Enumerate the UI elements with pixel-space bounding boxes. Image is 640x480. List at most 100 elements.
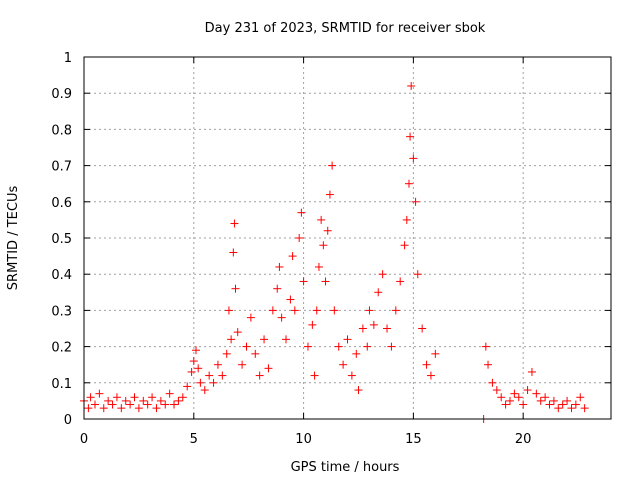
data-point xyxy=(358,324,367,333)
data-point xyxy=(339,360,348,369)
data-point xyxy=(571,400,580,409)
y-tick-label: 0.7 xyxy=(51,160,72,175)
data-point xyxy=(576,393,585,402)
data-point xyxy=(481,342,490,351)
data-point xyxy=(134,404,143,413)
data-point xyxy=(554,404,563,413)
data-point xyxy=(90,400,99,409)
y-tick-label: 0.1 xyxy=(51,377,72,392)
axis-ticks: 00.10.20.30.40.50.60.70.80.910 5 10 15 20 xyxy=(51,51,611,447)
data-point xyxy=(196,378,205,387)
data-point xyxy=(409,154,418,163)
data-point xyxy=(363,342,372,351)
y-tick-label: 0 xyxy=(64,413,72,428)
data-point xyxy=(418,324,427,333)
data-point xyxy=(431,349,440,358)
data-point xyxy=(334,342,343,351)
data-point xyxy=(268,306,277,315)
data-point xyxy=(233,328,242,337)
data-point xyxy=(84,404,93,413)
y-axis-label: SRMTID / TECUs xyxy=(6,186,21,291)
data-point xyxy=(290,306,299,315)
data-point xyxy=(108,400,117,409)
data-point xyxy=(352,349,361,358)
data-point xyxy=(404,179,413,188)
plot-frame xyxy=(83,56,612,420)
data-point xyxy=(378,270,387,279)
data-point xyxy=(527,367,536,376)
data-point xyxy=(264,364,273,373)
data-point xyxy=(121,396,130,405)
data-point xyxy=(230,219,239,228)
data-point xyxy=(222,349,231,358)
data-point xyxy=(303,342,312,351)
y-tick-label: 0.4 xyxy=(51,268,72,283)
data-point xyxy=(187,367,196,376)
data-point xyxy=(227,335,236,344)
data-point xyxy=(354,386,363,395)
data-point xyxy=(411,197,420,206)
data-point xyxy=(165,389,174,398)
data-point xyxy=(426,371,435,380)
data-point xyxy=(152,404,161,413)
data-point xyxy=(189,357,198,366)
data-point xyxy=(86,393,95,402)
data-point xyxy=(104,396,113,405)
data-point xyxy=(295,234,304,242)
x-axis-label: GPS time / hours xyxy=(291,460,400,475)
y-tick-label: 0.8 xyxy=(51,123,72,138)
y-tick-label: 0.9 xyxy=(51,87,72,102)
data-point xyxy=(231,284,240,293)
data-point xyxy=(413,270,422,279)
data-point xyxy=(330,306,339,315)
data-point xyxy=(299,277,308,286)
data-point xyxy=(178,393,187,402)
data-point xyxy=(580,404,589,413)
data-point xyxy=(288,252,297,261)
data-point xyxy=(317,215,326,224)
x-tick-label: 0 xyxy=(80,432,88,447)
data-point xyxy=(282,335,291,344)
data-point xyxy=(205,371,214,380)
data-point xyxy=(213,360,222,369)
data-point xyxy=(183,382,192,391)
data-point xyxy=(407,81,416,90)
data-point xyxy=(139,396,148,405)
data-point xyxy=(545,400,554,409)
data-point xyxy=(406,132,415,141)
data-point xyxy=(400,241,409,250)
data-point xyxy=(112,393,121,402)
data-point xyxy=(319,241,328,250)
data-point xyxy=(369,320,378,329)
data-point xyxy=(532,389,541,398)
data-point xyxy=(148,393,157,402)
data-point xyxy=(194,364,203,373)
data-point xyxy=(170,400,179,409)
y-tick-label: 1 xyxy=(64,51,72,66)
data-point xyxy=(229,248,238,257)
data-point xyxy=(246,313,255,322)
grid-layer xyxy=(84,57,611,419)
chart-title: Day 231 of 2023, SRMTID for receiver sbo… xyxy=(205,21,486,36)
data-point xyxy=(387,342,396,351)
data-point xyxy=(505,396,514,405)
data-point xyxy=(277,313,286,322)
data-point xyxy=(422,360,431,369)
data-point xyxy=(126,400,135,409)
data-point xyxy=(260,335,269,344)
x-tick-label: 15 xyxy=(405,432,422,447)
data-point xyxy=(218,371,227,380)
data-point xyxy=(523,386,532,395)
data-point xyxy=(325,190,334,199)
data-point xyxy=(558,400,567,409)
data-point xyxy=(501,400,510,409)
y-tick-label: 0.3 xyxy=(51,304,72,319)
data-point xyxy=(156,396,165,405)
data-points xyxy=(80,81,589,423)
data-point xyxy=(402,215,411,224)
data-point xyxy=(323,226,332,235)
data-point xyxy=(497,393,506,402)
data-point xyxy=(314,262,323,271)
data-point xyxy=(200,386,209,395)
data-point xyxy=(174,396,183,405)
